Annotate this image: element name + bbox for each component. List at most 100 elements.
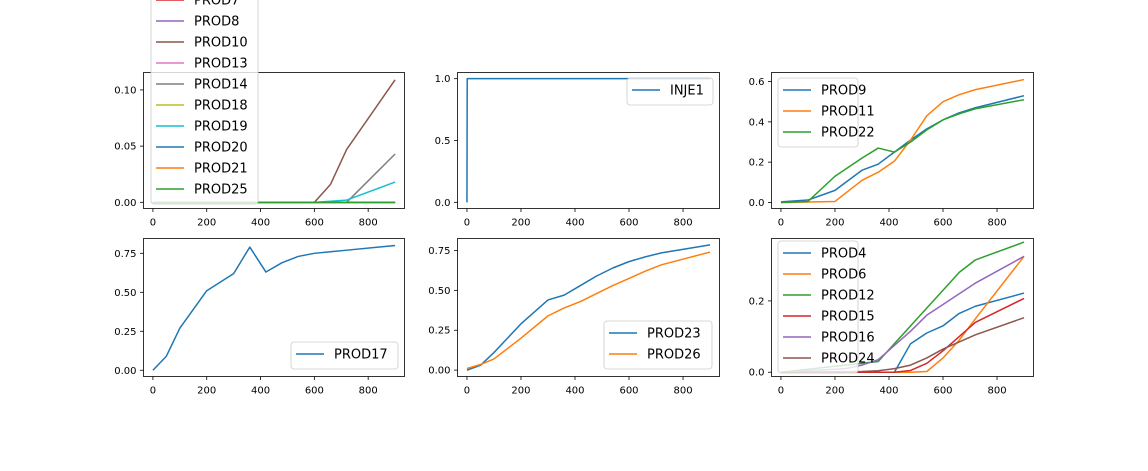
legend-entry-inje1: INJE1 bbox=[670, 84, 704, 99]
legend-entry-prod19: PROD19 bbox=[194, 120, 248, 135]
y-tick-label: 0.0 bbox=[749, 198, 765, 209]
subplot-6: 0 200 400 600 800 0.0 0.2 bbox=[749, 238, 1034, 397]
legend-entry-prod14: PROD14 bbox=[194, 78, 248, 93]
y-tick-label: 0.05 bbox=[114, 142, 136, 153]
y-tick-label: 0.25 bbox=[114, 327, 136, 338]
x-tick-label: 400 bbox=[565, 218, 584, 229]
y-tick-label: 0.00 bbox=[428, 366, 450, 377]
subplot-5: 0 200 400 600 800 0.00 0.25 0.50 0.75 bbox=[428, 238, 720, 397]
subplot-3: 0 200 400 600 800 0.0 0.2 0.4 0.6 bbox=[749, 72, 1034, 229]
legend-entry-prod17: PROD17 bbox=[334, 348, 388, 363]
legend-entry-prod4: PROD4 bbox=[821, 247, 866, 262]
y-tick-label: 0.75 bbox=[428, 246, 450, 257]
legend-entry-prod13: PROD13 bbox=[194, 57, 248, 72]
x-tick-label: 0 bbox=[464, 218, 470, 229]
legend-box bbox=[290, 341, 399, 370]
x-tick-label: 400 bbox=[565, 386, 584, 397]
x-tick-label: 400 bbox=[879, 386, 898, 397]
y-tick-label: 0.5 bbox=[435, 136, 451, 147]
legend: PROD17 bbox=[290, 341, 399, 370]
legend-entry-prod7: PROD7 bbox=[194, 0, 239, 9]
legend-entry-prod26: PROD26 bbox=[647, 348, 701, 363]
y-tick-label: 0.0 bbox=[435, 198, 451, 209]
legend-entry-prod25: PROD25 bbox=[194, 183, 248, 198]
x-tick-label: 600 bbox=[305, 218, 324, 229]
legend-entry-prod22: PROD22 bbox=[821, 126, 875, 141]
y-tick-label: 1.0 bbox=[435, 74, 451, 85]
y-tick-label: 0.0 bbox=[749, 368, 765, 379]
legend-box bbox=[626, 77, 714, 106]
x-tick-label: 800 bbox=[359, 386, 378, 397]
series-line-prod26 bbox=[466, 251, 711, 370]
x-tick-label: 0 bbox=[150, 218, 156, 229]
subplot-4: 0 200 400 600 800 0.00 0.25 0.50 0.75 bbox=[114, 238, 405, 397]
y-tick-label: 0.6 bbox=[749, 77, 765, 88]
x-tick-label: 800 bbox=[987, 386, 1006, 397]
x-tick-label: 600 bbox=[619, 218, 638, 229]
legend-box bbox=[777, 77, 859, 148]
legend: INJE1 bbox=[626, 77, 714, 106]
x-tick-label: 0 bbox=[464, 386, 470, 397]
y-tick-label: 0.2 bbox=[749, 296, 765, 307]
legend-entry-prod11: PROD11 bbox=[821, 105, 875, 120]
y-tick-label: 0.50 bbox=[428, 286, 450, 297]
legend: PROD9 PROD11 PROD22 bbox=[777, 77, 875, 148]
x-tick-label: 200 bbox=[825, 218, 844, 229]
x-tick-label: 600 bbox=[933, 386, 952, 397]
x-tick-label: 400 bbox=[251, 218, 270, 229]
axes-frame bbox=[143, 238, 405, 377]
legend-entry-prod10: PROD10 bbox=[194, 36, 248, 51]
y-tick-label: 0.75 bbox=[114, 249, 136, 260]
x-tick-label: 800 bbox=[987, 218, 1006, 229]
legend-entry-prod20: PROD20 bbox=[194, 141, 248, 156]
x-tick-label: 200 bbox=[511, 218, 530, 229]
legend-entry-prod9: PROD9 bbox=[821, 84, 866, 99]
legend-entry-prod6: PROD6 bbox=[821, 268, 866, 283]
y-tick-label: 0.25 bbox=[428, 326, 450, 337]
legend-entry-prod18: PROD18 bbox=[194, 99, 248, 114]
x-tick-label: 0 bbox=[150, 386, 156, 397]
legend-box bbox=[150, 0, 259, 205]
y-tick-label: 0.00 bbox=[114, 366, 136, 377]
series-line-prod6 bbox=[780, 255, 1025, 373]
series-line-prod11 bbox=[780, 78, 1025, 204]
legend: PROD4 PROD6 PROD12 PROD15 PROD16 PROD24 bbox=[777, 240, 875, 374]
y-tick-label: 0.2 bbox=[749, 158, 765, 169]
legend-entry-prod15: PROD15 bbox=[821, 310, 875, 325]
legend-entry-prod23: PROD23 bbox=[647, 327, 701, 342]
series-line-prod17 bbox=[152, 244, 396, 371]
x-tick-label: 200 bbox=[197, 218, 216, 229]
legend-entry-prod8: PROD8 bbox=[194, 15, 239, 30]
y-tick-label: 0.00 bbox=[114, 198, 136, 209]
legend: PROD23 PROD26 bbox=[603, 320, 713, 370]
legend-entry-prod16: PROD16 bbox=[821, 331, 875, 346]
x-tick-label: 400 bbox=[251, 386, 270, 397]
x-tick-label: 800 bbox=[359, 218, 378, 229]
x-tick-label: 800 bbox=[673, 386, 692, 397]
legend-entry-prod12: PROD12 bbox=[821, 289, 875, 304]
x-tick-label: 200 bbox=[511, 386, 530, 397]
y-tick-label: 0.4 bbox=[749, 117, 765, 128]
series-line-prod9 bbox=[780, 94, 1025, 203]
x-tick-label: 600 bbox=[933, 218, 952, 229]
series-line-prod23 bbox=[466, 244, 711, 371]
x-tick-label: 400 bbox=[879, 218, 898, 229]
x-tick-label: 0 bbox=[778, 218, 784, 229]
legend-entry-prod21: PROD21 bbox=[194, 162, 248, 177]
x-tick-label: 600 bbox=[305, 386, 324, 397]
x-tick-label: 0 bbox=[778, 386, 784, 397]
x-tick-label: 200 bbox=[197, 386, 216, 397]
axes-frame bbox=[771, 72, 1034, 209]
y-tick-label: 0.50 bbox=[114, 288, 136, 299]
axes-frame bbox=[771, 238, 1034, 377]
axes-frame bbox=[143, 72, 405, 209]
x-tick-label: 200 bbox=[825, 386, 844, 397]
x-tick-label: 600 bbox=[619, 386, 638, 397]
legend-entry-prod24: PROD24 bbox=[821, 352, 875, 367]
series-line-prod22 bbox=[780, 98, 1025, 204]
legend: PROD7 PROD8 PROD10 PROD13 PROD14 PROD18 PROD19… bbox=[150, 0, 259, 205]
series-line-prod15 bbox=[780, 297, 1025, 373]
x-tick-label: 800 bbox=[673, 218, 692, 229]
axes-frame bbox=[457, 238, 720, 377]
